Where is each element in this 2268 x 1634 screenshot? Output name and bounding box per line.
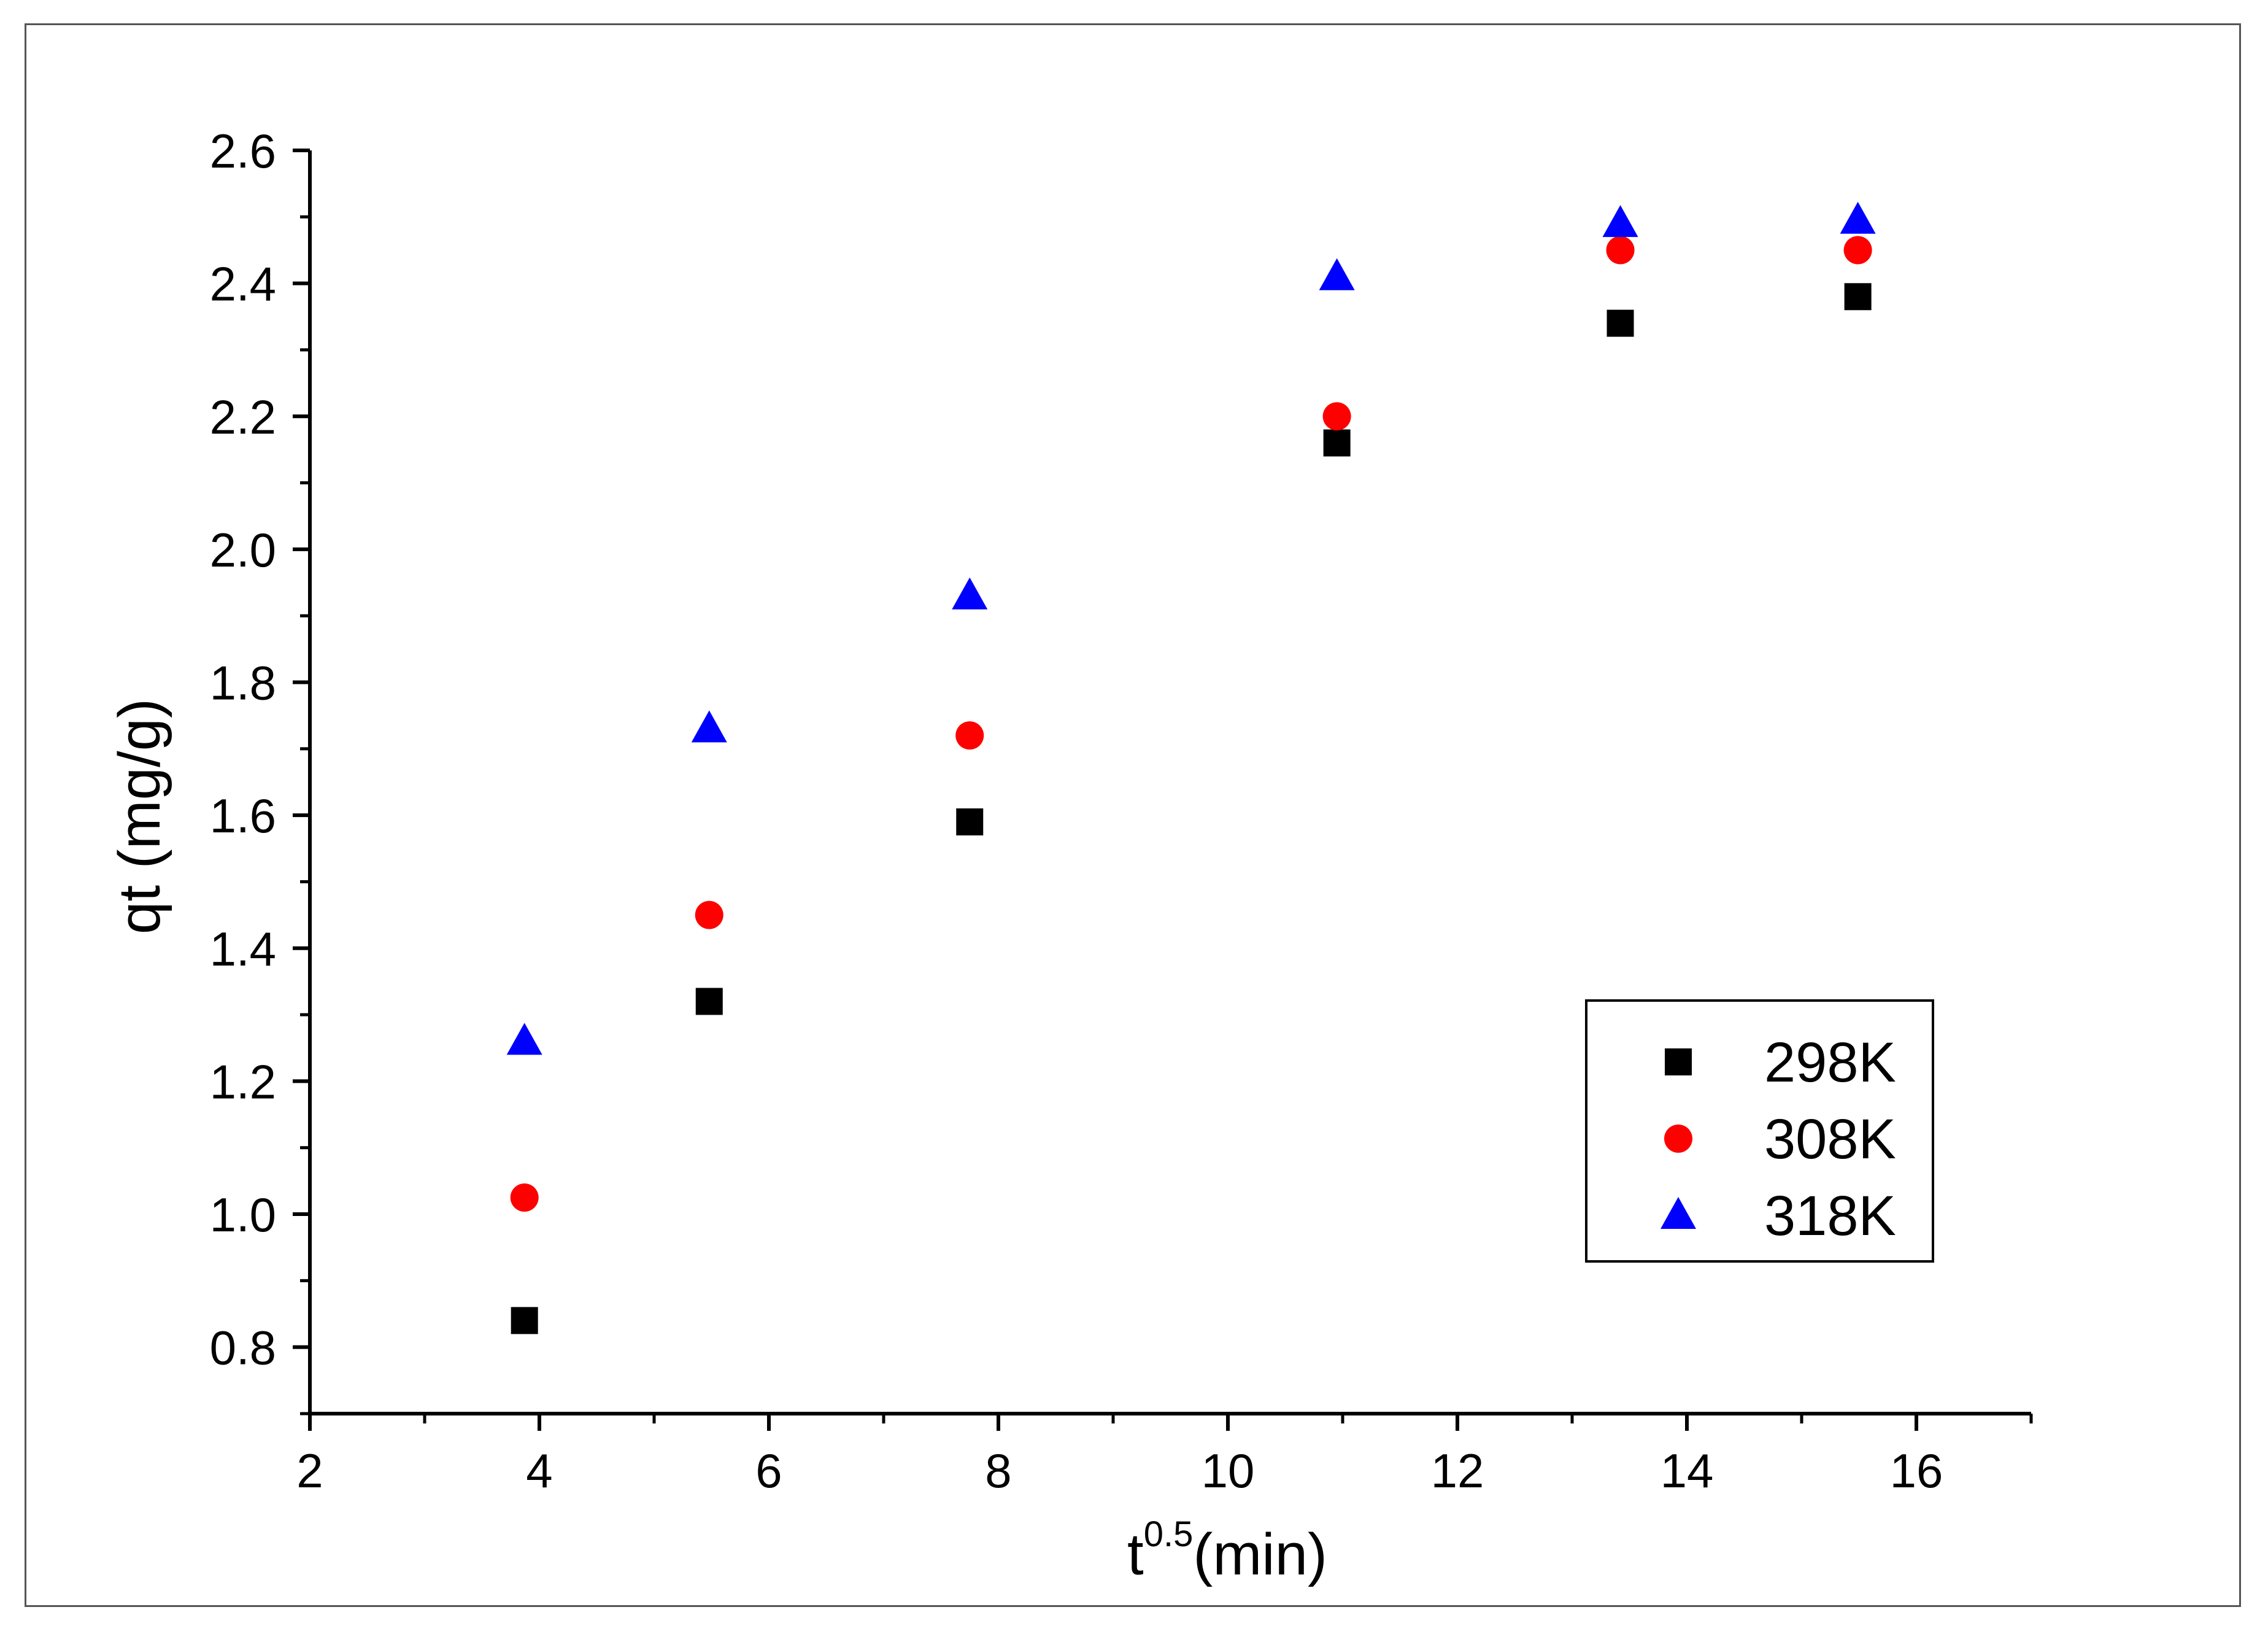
y-tick-label: 1.4 — [210, 922, 276, 976]
x-tick-label: 2 — [296, 1444, 323, 1498]
legend-box — [1585, 999, 1934, 1263]
data-points — [506, 201, 1876, 1334]
y-tick-label: 0.8 — [210, 1321, 276, 1375]
x-axis-title-base: t — [1127, 1522, 1144, 1587]
data-point-308K — [695, 900, 723, 929]
data-point-308K — [1843, 236, 1872, 265]
x-axis-title-unit: (min) — [1193, 1522, 1327, 1587]
figure-frame — [25, 23, 2241, 1607]
legend-entry: 298K — [1665, 1031, 1896, 1094]
x-tick-label: 8 — [985, 1444, 1011, 1498]
y-tick-label: 2.4 — [210, 257, 276, 311]
data-point-318K — [691, 710, 727, 743]
x-tick-label: 6 — [755, 1444, 782, 1498]
x-axis-title-superscript: 0.5 — [1144, 1514, 1194, 1554]
legend-marker-308K — [1664, 1125, 1692, 1153]
legend-label: 308K — [1764, 1108, 1896, 1171]
x-tick-label: 4 — [526, 1444, 552, 1498]
legend-label: 318K — [1764, 1185, 1896, 1247]
legend-label: 298K — [1764, 1031, 1896, 1094]
x-tick-label: 10 — [1202, 1444, 1255, 1498]
data-point-298K — [1606, 309, 1634, 337]
x-tick-label: 12 — [1431, 1444, 1484, 1498]
legend-marker-318K — [1660, 1197, 1696, 1229]
data-point-318K — [506, 1023, 542, 1055]
y-tick-label: 1.6 — [210, 789, 276, 843]
x-tick-label: 14 — [1660, 1444, 1714, 1498]
x-axis-title: t0.5(min) — [1127, 1514, 1327, 1587]
legend-entry: 318K — [1660, 1185, 1896, 1247]
legend: 298K 308K 318K — [1585, 999, 1934, 1263]
data-point-298K — [695, 988, 723, 1015]
data-point-318K — [952, 577, 988, 610]
series-318K — [506, 201, 1876, 1055]
data-point-308K — [955, 721, 984, 750]
x-tick-label: 16 — [1890, 1444, 1943, 1498]
data-point-318K — [1840, 201, 1876, 234]
data-point-298K — [1844, 283, 1872, 311]
legend-entry: 308K — [1664, 1108, 1896, 1171]
series-308K — [510, 236, 1872, 1212]
legend-marker-298K — [1665, 1048, 1692, 1075]
series-298K — [511, 283, 1872, 1334]
data-point-308K — [1606, 236, 1635, 265]
y-tick-label: 2.0 — [210, 523, 276, 577]
data-point-298K — [511, 1307, 538, 1334]
data-point-308K — [510, 1183, 539, 1212]
y-tick-label: 1.8 — [210, 656, 276, 710]
data-point-298K — [956, 808, 984, 835]
data-point-298K — [1323, 429, 1351, 457]
y-tick-label: 2.6 — [210, 124, 276, 178]
y-axis-title: qt (mg/g) — [107, 699, 172, 934]
y-tick-label: 1.2 — [210, 1055, 276, 1109]
data-point-308K — [1322, 402, 1351, 431]
y-tick-label: 1.0 — [210, 1188, 276, 1242]
data-point-318K — [1319, 258, 1355, 290]
data-point-318K — [1602, 205, 1638, 238]
y-tick-label: 2.2 — [210, 390, 276, 444]
axes: 2 4 6 8 10 12 14 16 0.8 1.0 1.2 1.4 1.6 1.8 2.0 2.2 2.4 2… — [210, 124, 2033, 1498]
